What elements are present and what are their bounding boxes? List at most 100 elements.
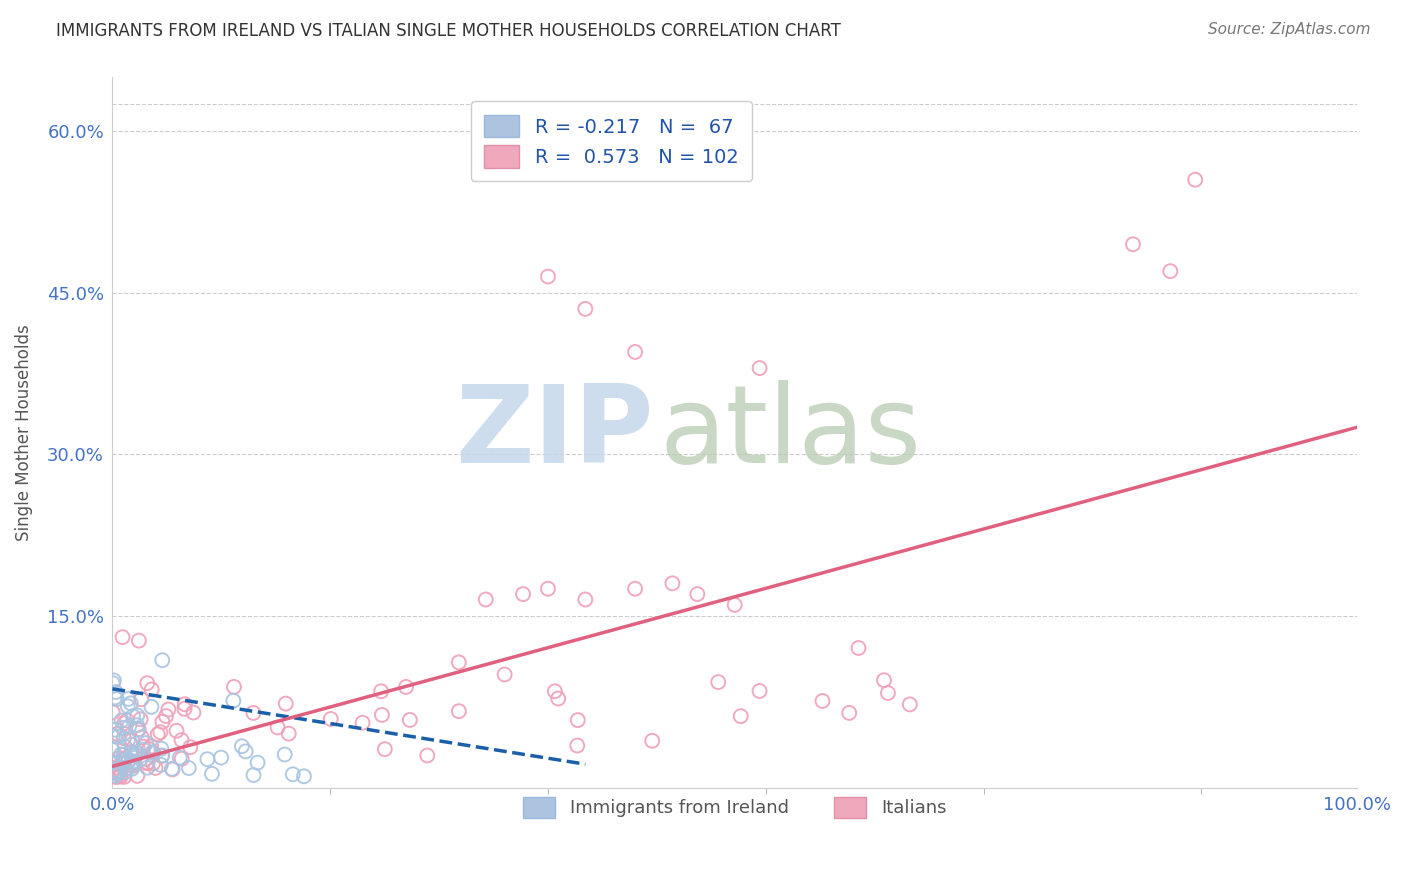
Point [877, 686, 900, 700]
Point [121, 733, 143, 747]
Point [112, 716, 135, 731]
Point [101, 676, 124, 690]
Point [149, 725, 172, 739]
Point [222, 680, 245, 694]
Point [292, 769, 315, 783]
Point [103, 761, 125, 775]
Point [135, 752, 157, 766]
Point [416, 748, 439, 763]
Point [157, 702, 180, 716]
Point [146, 727, 169, 741]
Point [246, 756, 269, 770]
Point [103, 769, 125, 783]
Text: ZIP: ZIP [456, 380, 654, 485]
Point [105, 692, 128, 706]
Point [105, 727, 128, 741]
Point [105, 764, 128, 779]
Point [231, 739, 253, 754]
Point [110, 714, 132, 728]
Point [173, 702, 195, 716]
Point [121, 762, 143, 776]
Point [724, 598, 747, 612]
Point [141, 682, 163, 697]
Point [112, 731, 135, 746]
Point [101, 706, 124, 720]
Point [125, 746, 148, 760]
Point [686, 587, 709, 601]
Point [104, 769, 127, 783]
Point [170, 752, 193, 766]
Point [117, 755, 139, 769]
Point [105, 765, 128, 780]
Point [132, 739, 155, 754]
Point [136, 676, 159, 690]
Point [117, 699, 139, 714]
Point [277, 726, 299, 740]
Point [149, 757, 172, 772]
Point [274, 747, 297, 762]
Point [641, 734, 664, 748]
Point [155, 709, 177, 723]
Point [112, 747, 135, 762]
Point [152, 714, 174, 729]
Point [730, 709, 752, 723]
Point [111, 756, 134, 771]
Point [142, 746, 165, 760]
Legend: Immigrants from Ireland, Italians: Immigrants from Ireland, Italians [516, 789, 953, 825]
Point [474, 592, 496, 607]
Point [117, 692, 139, 706]
Point [125, 747, 148, 762]
Point [748, 684, 770, 698]
Point [574, 301, 596, 316]
Point [624, 345, 647, 359]
Point [494, 667, 516, 681]
Point [707, 675, 730, 690]
Point [136, 761, 159, 775]
Point [274, 697, 297, 711]
Point [141, 699, 163, 714]
Point [512, 587, 534, 601]
Point [537, 269, 560, 284]
Point [101, 756, 124, 770]
Point [122, 709, 145, 723]
Point [898, 698, 921, 712]
Point [136, 756, 159, 770]
Point [374, 742, 396, 756]
Point [1159, 264, 1181, 278]
Point [104, 685, 127, 699]
Point [122, 755, 145, 769]
Point [105, 766, 128, 780]
Point [115, 764, 138, 779]
Point [447, 656, 470, 670]
Point [108, 765, 131, 780]
Point [120, 747, 142, 762]
Point [122, 758, 145, 772]
Point [105, 770, 128, 784]
Point [111, 721, 134, 735]
Point [128, 633, 150, 648]
Point [169, 750, 191, 764]
Point [748, 361, 770, 376]
Point [166, 723, 188, 738]
Point [112, 756, 135, 771]
Point [131, 731, 153, 745]
Point [537, 582, 560, 596]
Point [107, 730, 129, 744]
Point [127, 708, 149, 723]
Point [131, 692, 153, 706]
Point [115, 714, 138, 728]
Point [103, 673, 125, 688]
Point [127, 718, 149, 732]
Point [135, 756, 157, 771]
Point [128, 723, 150, 737]
Point [104, 723, 127, 737]
Point [370, 684, 392, 698]
Point [108, 768, 131, 782]
Point [112, 770, 135, 784]
Point [121, 745, 143, 759]
Point [266, 720, 288, 734]
Point [118, 719, 141, 733]
Point [399, 713, 422, 727]
Point [209, 750, 232, 764]
Point [114, 739, 136, 754]
